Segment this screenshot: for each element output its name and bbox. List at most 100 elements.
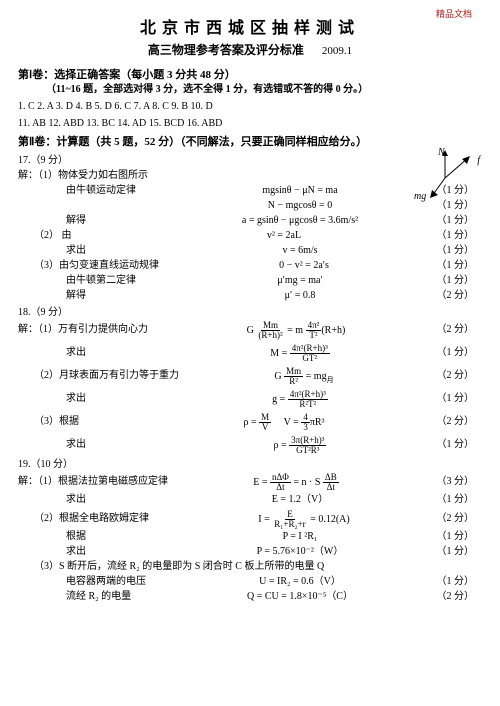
q19-1b-label: 求出 [66,493,176,507]
q17-3c-label: 解得 [66,289,176,303]
q18-3-eq: ρ = MV V = 43πR³ [144,413,424,432]
q17-1c-eq: a = gsinθ − μgcosθ = 3.6m/s² [176,214,424,228]
q18-2-eq: G MmR² = mg月 [184,367,424,386]
q18-3b-label: 求出 [66,438,176,452]
q19-2c-label: 求出 [66,545,176,559]
q18-1-line: 解：（1）万有引力提供向心力 G Mm(R+h)² = m 4π²T²(R+h)… [18,321,482,340]
q18-score: （1 分） [424,346,474,360]
q18-score: （1 分） [424,438,474,452]
section1-heading: 第Ⅰ卷：选择正确答案（每小题 3 分共 48 分） [18,68,482,83]
q18-score: （1 分） [424,392,474,406]
q17-1c-label: 解得 [66,214,176,228]
diagram-N: N [438,146,445,160]
q19-3c-label: 流经 R₂ 的电量 [66,590,176,604]
q19-score: （1 分） [424,545,474,559]
q17-1-line: 解：（1）物体受力如右图所示 [18,169,482,183]
q19-score: （1 分） [424,575,474,589]
q18-1b-label: 求出 [66,346,176,360]
q18-1b-line: 求出 M = 4π²(R+h)³GT² （1 分） [66,344,482,363]
q19-1b-eq: E = 1.2（V） [176,493,424,507]
q19-3c-eq: Q = CU = 1.8×10⁻⁵（C） [176,590,424,604]
q19-3b-label: 电容器两端的电压 [66,575,176,589]
q18-2b-eq: g = 4π²(R+h)³R²T² [176,390,424,409]
q19-2-eq: I = ER₁+R₂+r = 0.12(A) [184,510,424,529]
q19-3b-line: 电容器两端的电压 U = IR₂ = 0.6（V） （1 分） [66,575,482,589]
q17-2-label: （2） 由 [34,229,144,243]
q17-3c-line: 解得 μ′ = 0.8 （2 分） [66,289,482,303]
q17-2b-label: 求出 [66,244,176,258]
page-title: 北京市西城区抽样测试 [18,18,482,40]
q17-1-prefix: 解：（1） [18,170,58,181]
q17-3-line: （3）由匀变速直线运动规律 0 − v² = 2a′s （1 分） [34,259,482,273]
q19-2c-line: 求出 P = 5.76×10⁻²（W） （1 分） [66,545,482,559]
q17-2-eq: v² = 2aL [144,229,424,243]
q17-score: （1 分） [424,244,474,258]
q19-1-label: 根据法拉第电磁感应定律 [58,476,168,487]
q17-1b-eq2: N − mgcosθ = 0 [176,199,424,213]
q17-3-eq: 0 − v² = 2a′s [184,259,424,273]
q17-2b-line: 求出 v = 6m/s （1 分） [66,244,482,258]
q18-1b-eq: M = 4π²(R+h)³GT² [176,344,424,363]
q17-3-label: （3）由匀变速直线运动规律 [34,259,184,273]
q17-3c-eq: μ′ = 0.8 [176,289,424,303]
q18-1-label: 万有引力提供向心力 [58,324,148,335]
q19-score: （1 分） [424,530,474,544]
q19-3b-eq: U = IR₂ = 0.6（V） [176,575,424,589]
q19-score: （2 分） [424,512,474,526]
q19-2b-label: 根据 [66,530,176,544]
q17-2b-eq: v = 6m/s [176,244,424,258]
answers-line2: 11. AB 12. ABD 13. BC 14. AD 15. BCD 16.… [18,116,482,131]
diagram-f: f [477,154,480,168]
q18-3b-line: 求出 ρ = 3π(R+h)³GT²R³ （1 分） [66,436,482,455]
q19-3c-line: 流经 R₂ 的电量 Q = CU = 1.8×10⁻⁵（C） （2 分） [66,590,482,604]
q17-3b-label: 由牛顿第二定律 [66,274,176,288]
q17-score: （1 分） [424,229,474,243]
q19-1-eq: E = nΔΦΔt = n · S ΔBΔt [168,473,424,492]
q19-2-label: （2）根据全电路欧姆定律 [34,512,184,526]
q18-3b-eq: ρ = 3π(R+h)³GT²R³ [176,436,424,455]
q19-2b-line: 根据 P = I ²R₁ （1 分） [66,530,482,544]
q18-2-label: （2）月球表面万有引力等于重力 [34,369,184,383]
q18-score: （2 分） [424,415,474,429]
q17-3b-eq: μ′mg = ma′ [176,274,424,288]
q18-2b-label: 求出 [66,392,176,406]
q19-3-label: （3）S 断开后，流经 R₂ 的电量即为 S 闭合时 C 板上所带的电量 Q [34,560,324,574]
q19-3-line: （3）S 断开后，流经 R₂ 的电量即为 S 闭合时 C 板上所带的电量 Q [34,560,482,574]
q18-2-line: （2）月球表面万有引力等于重力 G MmR² = mg月 （2 分） [34,367,482,386]
q19-number: 19.（10 分） [18,458,482,472]
date: 2009.1 [322,44,352,59]
q19-1b-line: 求出 E = 1.2（V） （1 分） [66,493,482,507]
q18-1-eq: G Mm(R+h)² = m 4π²T²(R+h) [168,321,424,340]
q17-1b-eq1: mgsinθ − μN = ma [176,184,424,198]
q19-2b-eq: P = I ²R₁ [176,530,424,544]
q18-1-prefix: 解：（1） [18,324,58,335]
q17-score: （1 分） [424,274,474,288]
q17-1b-label: 由牛顿运动定律 [66,184,176,198]
subtitle: 高三物理参考答案及评分标准 [148,42,304,59]
q17-number: 17.（9 分） [18,154,482,168]
q18-score: （2 分） [424,369,474,383]
q19-2c-eq: P = 5.76×10⁻²（W） [176,545,424,559]
answers-line1: 1. C 2. A 3. D 4. B 5. D 6. C 7. A 8. C … [18,99,482,114]
q18-score: （2 分） [424,323,474,337]
q17-1-label: 物体受力如右图所示 [58,170,148,181]
q19-1-prefix: 解：（1） [18,476,58,487]
q17-3b-line: 由牛顿第二定律 μ′mg = ma′ （1 分） [66,274,482,288]
section1-note: （11~16 题，全部选对得 3 分，选不全得 1 分，有选错或不答的得 0 分… [46,83,482,97]
q18-2b-line: 求出 g = 4π²(R+h)³R²T² （1 分） [66,390,482,409]
subtitle-row: 高三物理参考答案及评分标准 2009.1 [18,42,482,59]
q18-number: 18.（9 分） [18,306,482,320]
q17-score: （1 分） [424,259,474,273]
q17-score: （1 分） [424,214,474,228]
force-diagram: N f mg [420,148,478,206]
q17-score: （2 分） [424,289,474,303]
q17-1c-line: 解得 a = gsinθ − μgcosθ = 3.6m/s² （1 分） [66,214,482,228]
q18-3-label: （3）根据 [34,415,144,429]
diagram-mg: mg [414,190,426,204]
q19-2-line: （2）根据全电路欧姆定律 I = ER₁+R₂+r = 0.12(A) （2 分… [34,510,482,529]
q19-score: （2 分） [424,590,474,604]
section2-heading: 第Ⅱ卷：计算题（共 5 题，52 分）（不同解法，只要正确同样相应给分。） [18,135,482,150]
q19-score: （1 分） [424,493,474,507]
q19-1-line: 解：（1）根据法拉第电磁感应定律 E = nΔΦΔt = n · S ΔBΔt … [18,473,482,492]
q18-3-line: （3）根据 ρ = MV V = 43πR³ （2 分） [34,413,482,432]
